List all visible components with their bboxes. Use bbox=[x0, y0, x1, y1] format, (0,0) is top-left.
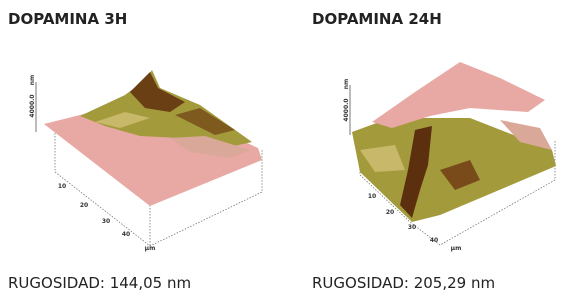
axis-tick-label: 10 bbox=[368, 193, 376, 200]
axis-unit: μm bbox=[145, 245, 156, 252]
z-axis-label: 4000.0 bbox=[343, 98, 350, 121]
axis-unit: μm bbox=[451, 245, 462, 252]
afm-surface-right bbox=[350, 62, 556, 245]
panel-title: DOPAMINA 24H bbox=[312, 10, 442, 28]
axis-tick-label: 30 bbox=[408, 224, 416, 231]
axis-tick-label: 40 bbox=[122, 231, 130, 238]
z-axis-label: 4000.0 bbox=[29, 94, 36, 117]
z-axis-unit: nm bbox=[343, 79, 350, 90]
panel-title: DOPAMINA 3H bbox=[8, 10, 127, 28]
axis-tick-label: 40 bbox=[430, 237, 438, 244]
afm-surface-left bbox=[36, 70, 262, 246]
axis-tick-label: 20 bbox=[386, 209, 394, 216]
axis-tick-label: 30 bbox=[102, 218, 110, 225]
panel-caption: RUGOSIDAD: 205,29 nm bbox=[312, 274, 495, 292]
figure: DOPAMINA 3H RUGOSIDAD: 144,05 nm 4000.0 nm 1… bbox=[0, 0, 561, 296]
z-axis-unit: nm bbox=[29, 75, 36, 86]
axis-tick-label: 20 bbox=[80, 202, 88, 209]
panel-caption: RUGOSIDAD: 144,05 nm bbox=[8, 274, 191, 292]
axis-tick-label: 10 bbox=[58, 183, 66, 190]
